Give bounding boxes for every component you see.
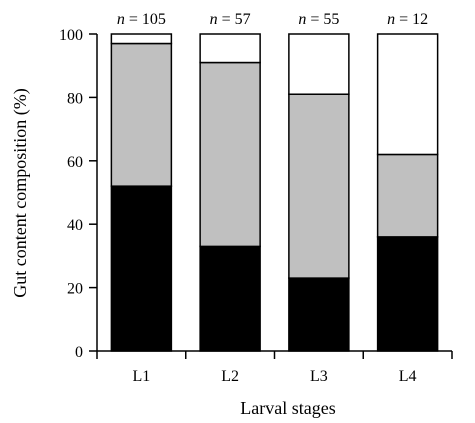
sample-size-label: n = 57 — [210, 11, 251, 28]
y-tick-label: 80 — [67, 90, 83, 107]
bar-segment-L1-2 — [110, 33, 173, 45]
y-axis-label: Gut content composition (%) — [10, 88, 31, 297]
bar-segment-L4-1 — [376, 153, 439, 238]
y-tick-label: 20 — [67, 281, 83, 298]
x-axis-label: Larval stages — [240, 398, 335, 418]
bar-segment-L3-2 — [288, 33, 350, 95]
sample-size-label: n = 55 — [298, 11, 339, 28]
bar-segment-L1-0 — [110, 185, 173, 352]
bars — [110, 33, 439, 352]
sample-size-label: n = 105 — [117, 11, 166, 28]
y-tick-label: 100 — [59, 27, 83, 44]
y-tick-label: 60 — [67, 154, 83, 171]
plot-area: n = 105 n = 57 n = 55 n = 12 0 20 40 60 80 100 L… — [59, 11, 453, 385]
x-tick-label: L4 — [399, 368, 417, 385]
x-tick-label: L1 — [132, 368, 150, 385]
y-axis-ticks: 0 20 40 60 80 100 — [59, 27, 97, 361]
bar-segment-L2-1 — [199, 61, 261, 248]
bar-segment-L4-2 — [376, 33, 439, 156]
bar-segment-L1-1 — [110, 42, 173, 187]
sample-size-labels: n = 105 n = 57 n = 55 n = 12 — [117, 11, 428, 28]
x-tick-label: L3 — [310, 368, 328, 385]
sample-size-label: n = 12 — [387, 11, 428, 28]
x-tick-label: L2 — [221, 368, 239, 385]
bar-segment-L4-0 — [376, 236, 439, 352]
bar-segment-L3-0 — [288, 277, 350, 352]
bar-segment-L3-1 — [288, 93, 350, 279]
y-tick-label: 0 — [75, 344, 83, 361]
x-axis-ticks: L1 L2 L3 L4 — [96, 351, 453, 385]
bar-segment-L2-2 — [199, 33, 261, 64]
bar-segment-L2-0 — [199, 245, 261, 352]
y-tick-label: 40 — [67, 217, 83, 234]
